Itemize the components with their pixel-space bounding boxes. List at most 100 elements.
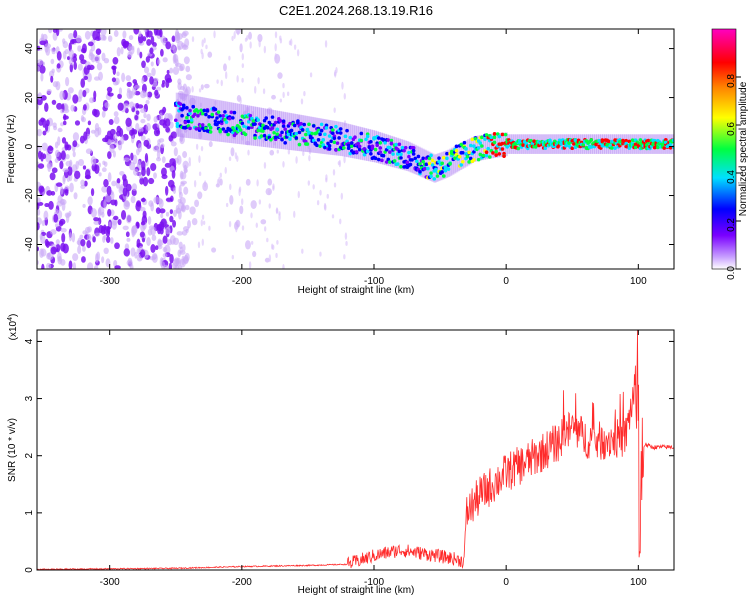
noise-blob: [84, 30, 91, 40]
noise-blob: [126, 81, 132, 87]
noise-blob: [134, 84, 141, 89]
noise-blob: [140, 108, 147, 114]
noise-blob: [256, 179, 259, 187]
noise-blob: [106, 86, 113, 93]
ridge-point: [494, 149, 498, 154]
noise-blob: [274, 53, 277, 60]
noise-blob: [266, 107, 273, 115]
ridge-point: [311, 138, 316, 143]
noise-blob: [87, 262, 94, 269]
noise-blob: [179, 135, 185, 145]
ridge-point: [489, 135, 494, 140]
x-tick-label: -300: [100, 276, 120, 287]
noise-blob: [171, 170, 176, 179]
ridge-halo: [381, 133, 385, 165]
noise-blob: [44, 43, 52, 49]
noise-blob: [65, 76, 70, 87]
noise-blob: [157, 58, 161, 65]
noise-blob: [276, 149, 279, 154]
noise-blob: [164, 162, 172, 168]
noise-blob: [60, 150, 66, 160]
noise-blob: [116, 71, 120, 77]
noise-blob: [85, 169, 91, 179]
ridge-halo: [245, 105, 249, 145]
ridge-point: [302, 122, 307, 127]
noise-blob: [139, 249, 146, 258]
noise-blob: [42, 33, 48, 41]
noise-blob: [153, 196, 160, 204]
noise-blob: [263, 45, 267, 54]
ridge-point: [219, 121, 224, 126]
noise-blob: [231, 35, 234, 42]
ridge-point: [300, 128, 305, 132]
noise-blob: [82, 245, 86, 252]
ridge-point: [378, 146, 383, 150]
ridge-point: [251, 119, 256, 123]
noise-blob: [224, 71, 228, 80]
ridge-point: [253, 136, 257, 140]
noise-blob: [325, 177, 328, 183]
noise-blob: [169, 215, 174, 223]
ridge-halo: [322, 118, 326, 154]
noise-blob: [133, 168, 139, 176]
noise-blob: [125, 231, 130, 238]
noise-blob: [46, 190, 53, 196]
noise-blob: [39, 65, 46, 74]
noise-blob: [268, 254, 272, 263]
noise-blob: [132, 154, 138, 165]
noise-blob: [258, 39, 261, 48]
ridge-point: [353, 135, 357, 140]
noise-blob: [263, 226, 267, 232]
ridge-halo: [374, 130, 378, 163]
noise-blob: [195, 143, 199, 150]
ridge-point: [221, 113, 226, 118]
ridge-halo: [393, 137, 397, 168]
ridge-point: [324, 126, 329, 130]
noise-blob: [106, 185, 112, 196]
noise-blob: [103, 247, 109, 255]
noise-blob: [114, 242, 120, 250]
noise-blob: [244, 37, 248, 42]
noise-blob: [131, 224, 138, 234]
ridge-point: [349, 141, 354, 145]
ridge-halo: [469, 138, 473, 165]
noise-blob: [86, 72, 92, 83]
noise-blob: [113, 260, 118, 267]
noise-blob: [308, 154, 311, 162]
ridge-point: [283, 127, 287, 131]
noise-blob: [126, 87, 131, 93]
noise-blob: [303, 91, 306, 97]
noise-blob: [268, 203, 271, 209]
noise-blob: [95, 29, 102, 34]
noise-blob: [107, 92, 114, 97]
noise-blob: [162, 235, 168, 244]
ridge-point: [478, 152, 483, 157]
ridge-point: [332, 136, 337, 141]
ridge-point: [288, 137, 292, 141]
noise-blob: [37, 128, 42, 137]
ridge-point: [307, 122, 311, 127]
noise-blob: [68, 49, 75, 59]
noise-blob: [146, 30, 153, 38]
noise-blob: [202, 220, 206, 226]
noise-blob: [143, 139, 150, 147]
ridge-halo: [324, 119, 328, 155]
noise-blob: [103, 161, 108, 167]
ridge-halo: [427, 151, 431, 181]
ridge-point: [321, 138, 326, 142]
noise-blob: [105, 229, 111, 237]
noise-blob: [197, 191, 203, 200]
ridge-point: [664, 138, 668, 142]
ridge-point: [399, 152, 403, 157]
noise-blob: [74, 120, 81, 126]
noise-blob: [62, 175, 66, 185]
noise-blob: [208, 225, 211, 231]
ridge-point: [175, 121, 180, 126]
colorbar-tick-label: 0.2: [726, 218, 737, 232]
ridge-point: [278, 133, 283, 138]
noise-blob: [171, 35, 176, 43]
ridge-point: [280, 130, 284, 135]
noise-blob: [56, 63, 61, 69]
noise-blob: [113, 30, 119, 38]
